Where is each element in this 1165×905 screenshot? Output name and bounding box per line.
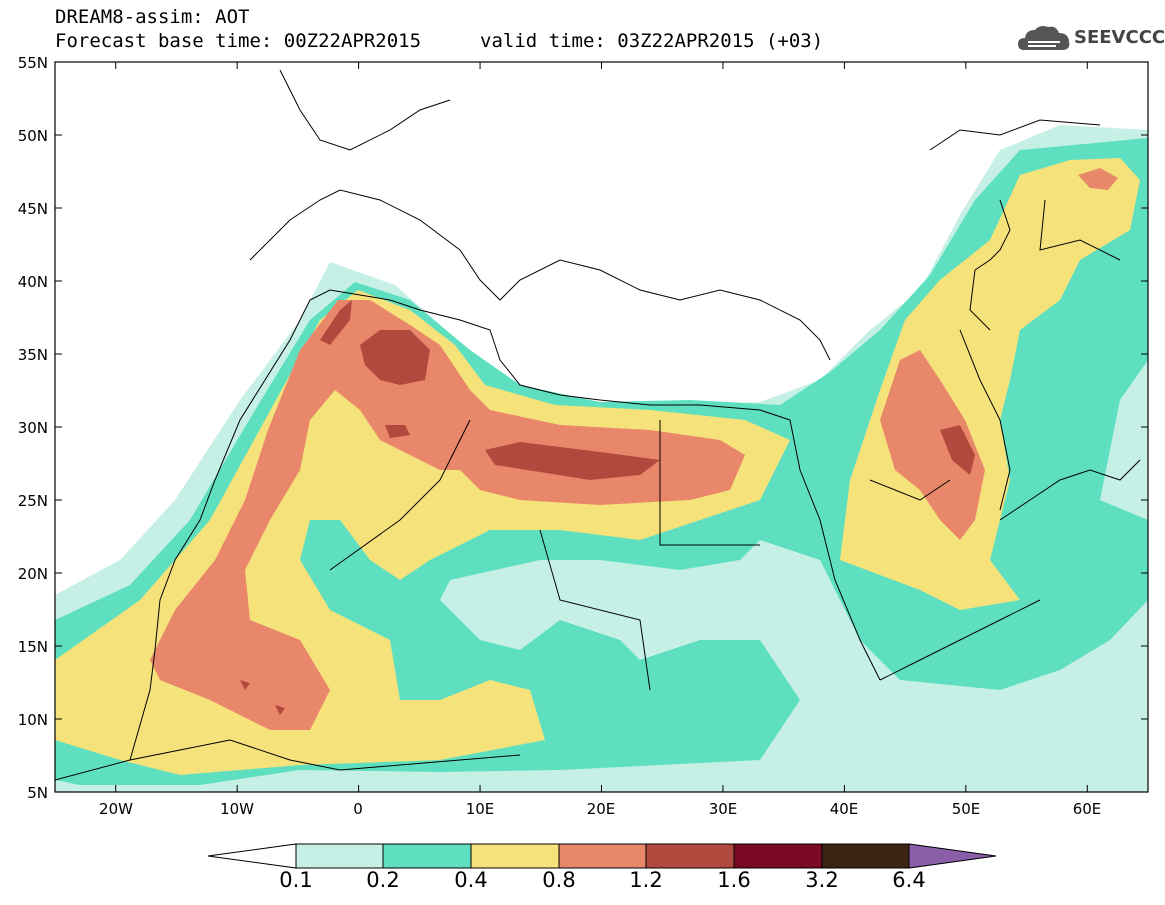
ytick-label: 50N xyxy=(17,127,48,145)
ytick-label: 25N xyxy=(17,492,48,510)
map-title: DREAM8-assim: AOT xyxy=(55,6,250,28)
colorbar-box-7 xyxy=(821,843,910,869)
xtick-label: 20E xyxy=(586,800,616,818)
valid-time: valid time: 03Z22APR2015 (+03) xyxy=(480,30,824,52)
ytick-label: 55N xyxy=(17,54,48,72)
aot-field xyxy=(55,62,1148,792)
colorbar-box-6 xyxy=(733,843,823,869)
cloud-logo-icon xyxy=(1018,26,1070,50)
colorbar-label: 6.4 xyxy=(892,868,926,892)
colorbar-box-4 xyxy=(558,843,647,869)
logo-text: SEEVCCC xyxy=(1074,27,1165,48)
xtick-label: 0 xyxy=(353,800,363,818)
coastlines xyxy=(55,69,1141,781)
xtick-label: 60E xyxy=(1072,800,1102,818)
colorbar-label: 0.2 xyxy=(366,868,400,892)
xtick-label: 50E xyxy=(951,800,981,818)
ytick-label: 35N xyxy=(17,346,48,364)
xtick-label: 30E xyxy=(708,800,738,818)
colorbar-label: 0.1 xyxy=(279,868,313,892)
colorbar-label: 0.4 xyxy=(454,868,488,892)
colorbar-label: 0.8 xyxy=(542,868,576,892)
ytick-label: 30N xyxy=(17,419,48,437)
axis-tick-marks xyxy=(55,61,1148,793)
colorbar-label: 1.6 xyxy=(717,868,751,892)
xtick-label: 10W xyxy=(220,800,254,818)
ytick-label: 10N xyxy=(17,711,48,729)
colorbar-box-1 xyxy=(295,843,384,869)
colorbar-box-2 xyxy=(382,843,472,869)
xtick-label: 20W xyxy=(99,800,133,818)
aot-level-0.8-caspian xyxy=(1078,168,1118,190)
colorbar-low-arrow xyxy=(207,843,297,869)
colorbar-high-arrow xyxy=(908,843,997,869)
colorbar-box-5 xyxy=(645,843,735,869)
colorbar xyxy=(207,843,997,869)
xtick-label: 10E xyxy=(465,800,495,818)
ytick-label: 20N xyxy=(17,565,48,583)
ytick-label: 5N xyxy=(27,784,48,802)
colorbar-label: 1.2 xyxy=(629,868,663,892)
colorbar-box-3 xyxy=(470,843,560,869)
ytick-label: 45N xyxy=(17,200,48,218)
colorbar-label: 3.2 xyxy=(805,868,839,892)
forecast-base-time: Forecast base time: 00Z22APR2015 xyxy=(55,30,422,52)
aot-level-0.8 xyxy=(150,300,985,730)
xtick-label: 40E xyxy=(829,800,859,818)
ytick-label: 15N xyxy=(17,638,48,656)
ytick-label: 40N xyxy=(17,273,48,291)
seevccc-logo: SEEVCCC xyxy=(1016,22,1165,56)
